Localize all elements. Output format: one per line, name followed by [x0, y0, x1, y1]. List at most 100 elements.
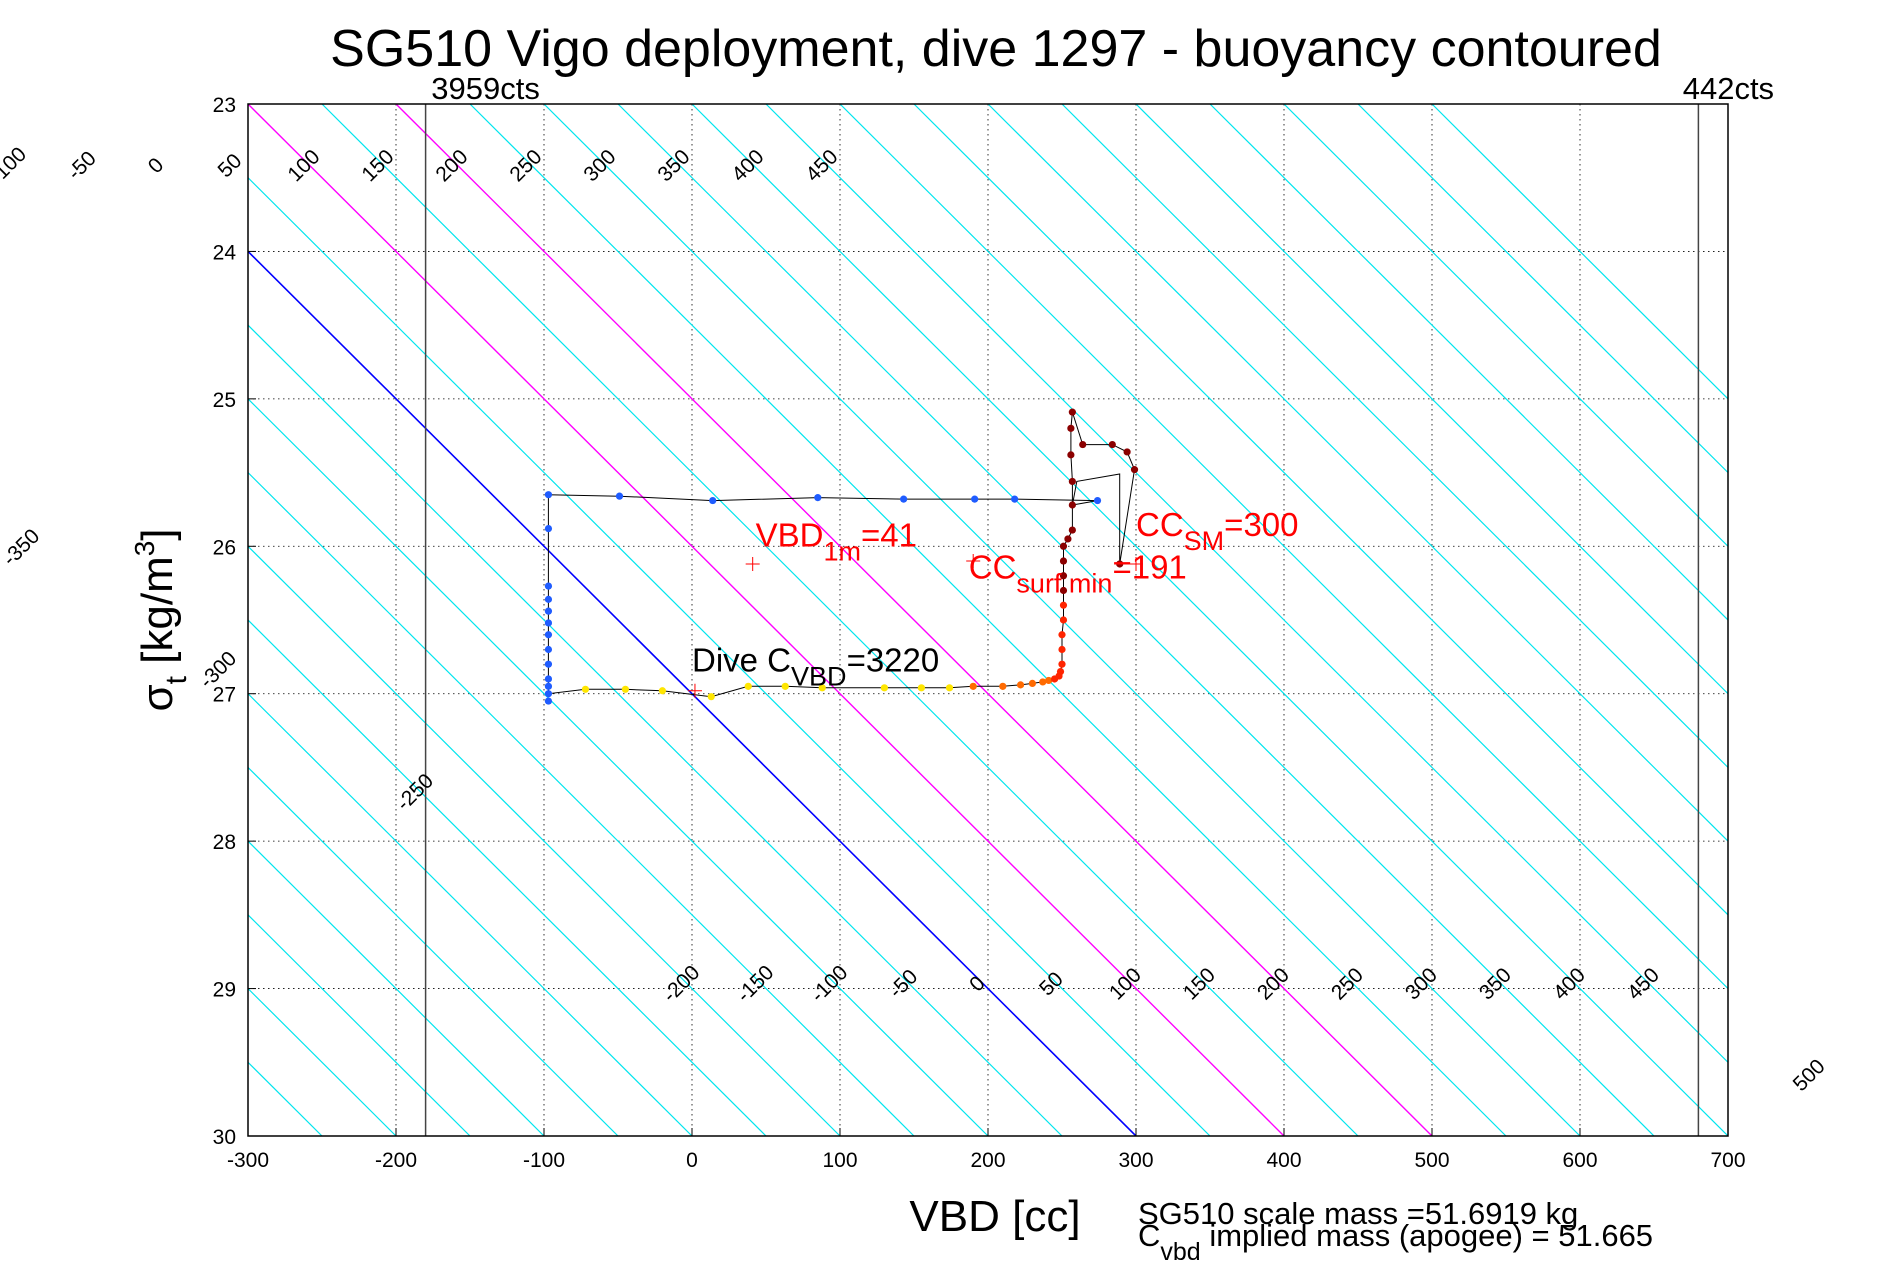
- implied-mass-value: implied mass (apogee) = 51.665: [1201, 1218, 1653, 1253]
- data-point-blue: [544, 582, 553, 590]
- data-point-darkred: [1059, 557, 1068, 565]
- contour-line: [617, 104, 1655, 1136]
- y-axis-label-unit-close: ]: [133, 528, 182, 540]
- data-point-orange: [969, 682, 977, 690]
- contour-line-neutral: [248, 250, 1137, 1136]
- vbd-limit-lines: [424, 104, 1700, 1136]
- y-axis-label-sub: t: [160, 675, 193, 684]
- dive-c-vbd-annotation: Dive CVBD=3220: [692, 642, 939, 692]
- x-tick-label: -300: [227, 1149, 269, 1172]
- contour-line: [248, 176, 1211, 1136]
- data-point-blue: [814, 494, 822, 502]
- vbd-1m-sub: 1m: [823, 536, 861, 566]
- implied-mass-main: C: [1138, 1218, 1160, 1253]
- data-point-red: [1056, 668, 1065, 676]
- contour-line: [839, 104, 1728, 990]
- data-point-blue: [544, 675, 553, 683]
- contour-line: [469, 104, 1507, 1136]
- data-point-blue: [544, 607, 553, 615]
- data-point-darkred: [1059, 542, 1068, 550]
- x-tick-label: 0: [686, 1149, 698, 1172]
- data-point-red: [1059, 616, 1068, 624]
- data-point-yellow: [581, 685, 590, 693]
- data-point-red: [1058, 631, 1066, 639]
- data-point-darkred: [1064, 535, 1072, 543]
- x-tick-label: 600: [1562, 1149, 1597, 1172]
- y-tick-label: 27: [213, 684, 236, 707]
- data-point-darkred: [1059, 572, 1068, 580]
- data-point-blue: [544, 619, 553, 627]
- scale-mass-text: SG510 scale mass =51.6919 kg: [1138, 1196, 1578, 1231]
- data-point-darkred: [1068, 477, 1076, 486]
- data-point-blue: [544, 697, 553, 705]
- data-point-blue: [544, 660, 553, 668]
- y-tick-label: 25: [213, 389, 236, 412]
- data-point-darkred: [1067, 424, 1075, 432]
- contour-line-magenta: [395, 104, 1433, 1136]
- contour-line: [248, 545, 841, 1136]
- contour-line: [248, 324, 1063, 1136]
- data-point-orange: [1028, 679, 1036, 687]
- vbd-1m-value: =41: [861, 516, 917, 553]
- x-tick-label: -100: [523, 1149, 565, 1172]
- y-axis-label: σt [kg/m3]: [129, 528, 193, 711]
- contour-line-magenta: [248, 104, 1285, 1136]
- data-point-yellow: [707, 693, 715, 701]
- vbd-1m-annotation: VBD1m=41: [756, 516, 917, 566]
- dive-c-vbd-value: =3220: [847, 642, 940, 679]
- x-tick-label: 200: [970, 1149, 1005, 1172]
- data-point-orange: [1045, 676, 1053, 685]
- data-point-yellow: [744, 682, 752, 690]
- cc-surf-min-annotation: CCsurf min=191: [969, 549, 1187, 599]
- contour-line: [248, 766, 619, 1136]
- data-point-blue: [544, 682, 553, 690]
- contour-line: [248, 398, 989, 1136]
- implied-mass-text: Cvbd implied mass (apogee) = 51.665: [1138, 1218, 1653, 1262]
- data-point-darkred: [1059, 586, 1068, 595]
- y-tick-label: 29: [213, 979, 236, 1002]
- data-point-blue: [544, 631, 553, 639]
- data-point-yellow: [658, 687, 667, 695]
- data-point-yellow: [621, 685, 630, 693]
- y-axis-label-main: σ: [133, 684, 182, 711]
- vbd-limit-label-right: 442cts: [1683, 71, 1774, 106]
- y-tick-labels: 23 24 25 26 27 28 29 30: [213, 94, 256, 1149]
- chart-title: SG510 Vigo deployment, dive 1297 - buoya…: [330, 20, 1662, 78]
- contour-line: [321, 104, 1359, 1136]
- x-tick-label: 300: [1118, 1149, 1153, 1172]
- data-points: [544, 408, 1139, 705]
- data-point-blue: [544, 524, 553, 533]
- marker-cc-surf-min: [966, 554, 981, 569]
- data-point-darkred: [1116, 560, 1124, 568]
- data-point-yellow: [781, 682, 789, 690]
- x-tick-label: 500: [1414, 1149, 1449, 1172]
- data-point-orange: [1016, 681, 1025, 689]
- contour-line: [1061, 104, 1728, 769]
- contour-line: [1431, 104, 1728, 400]
- contour-line: [1209, 104, 1728, 621]
- cc-sm-annotation: CCSM=300: [1136, 506, 1299, 556]
- y-tick-label: 28: [213, 831, 236, 854]
- data-point-blue: [544, 690, 553, 698]
- contour-line: [1283, 104, 1728, 548]
- data-point-darkred: [1123, 448, 1131, 456]
- cc-surf-min-main: CC: [969, 549, 1017, 586]
- data-point-blue: [544, 491, 553, 499]
- contour-line: [248, 914, 471, 1136]
- x-tick-label: 700: [1710, 1149, 1745, 1172]
- contour-line: [1357, 104, 1728, 474]
- contour-line: [248, 471, 915, 1136]
- contour-line: [248, 840, 545, 1136]
- data-point-blue: [900, 495, 908, 503]
- y-axis-label-unit-exp: 3: [129, 541, 160, 557]
- x-axis-label: VBD [cc]: [909, 1192, 1080, 1241]
- x-tick-label: -200: [375, 1149, 417, 1172]
- data-point-darkred: [1130, 466, 1139, 474]
- annotation-markers: [687, 554, 1143, 698]
- y-tick-label: 30: [213, 1126, 236, 1149]
- data-point-orange: [1039, 678, 1047, 686]
- implied-mass-sub: vbd: [1160, 1238, 1200, 1262]
- y-tick-label: 26: [213, 536, 236, 559]
- y-axis-label-unit: [kg/m: [133, 556, 182, 676]
